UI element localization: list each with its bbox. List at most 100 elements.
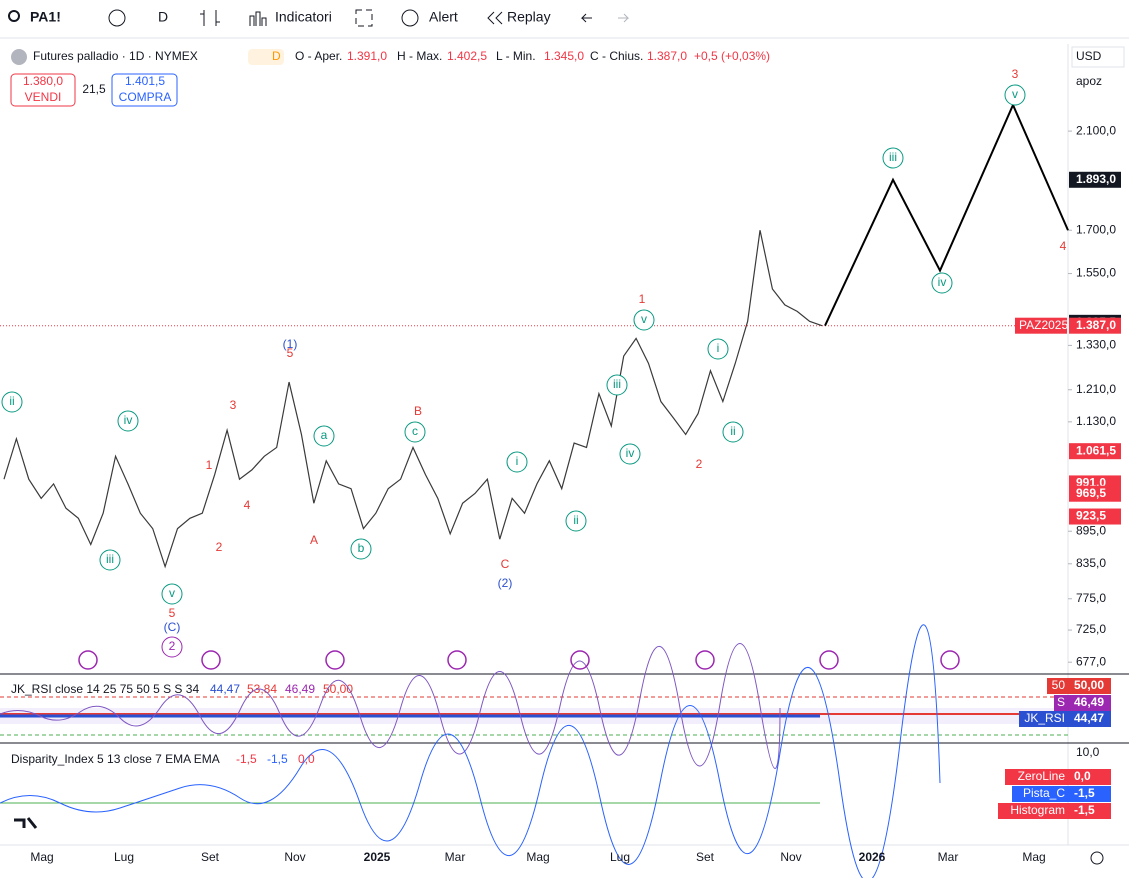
redo[interactable] bbox=[618, 13, 630, 23]
x-tick-label: Set bbox=[201, 850, 220, 864]
replay-marker[interactable] bbox=[570, 650, 590, 670]
ohlc-label: O - Aper. bbox=[295, 49, 342, 63]
indicator-value-bg bbox=[1069, 769, 1111, 785]
wave-circle bbox=[99, 549, 121, 571]
replay-marker[interactable] bbox=[78, 650, 98, 670]
indicator-tag: JK_RSI bbox=[1024, 711, 1065, 725]
y-tick-label: 1.700,0 bbox=[1076, 222, 1116, 236]
price-badge bbox=[1069, 485, 1121, 502]
wave-label: 3 bbox=[230, 398, 237, 412]
buy-price[interactable]: 1.401,5 bbox=[125, 74, 165, 88]
wave-label: A bbox=[310, 533, 318, 547]
indicator-value: -1,5 bbox=[1074, 803, 1095, 817]
disparity-value: -1,5 bbox=[236, 752, 257, 766]
indicator-value-bg bbox=[1069, 786, 1111, 802]
indicator-tag-bg bbox=[1012, 786, 1069, 802]
symbol[interactable]: PA1! bbox=[30, 9, 61, 25]
ohlc-label: L - Min. bbox=[496, 49, 536, 63]
replay[interactable]: Replay bbox=[507, 9, 551, 25]
x-tick-label: Lug bbox=[610, 850, 630, 864]
buy-button[interactable] bbox=[111, 73, 178, 107]
buy-label[interactable]: COMPRA bbox=[119, 90, 172, 104]
wave-circle bbox=[404, 421, 426, 443]
replay-icon[interactable] bbox=[487, 11, 503, 25]
tag-bg bbox=[1015, 317, 1067, 334]
ohlc-value: 1.391,0 bbox=[347, 49, 387, 63]
replay-marker[interactable] bbox=[201, 650, 221, 670]
wave-circle bbox=[161, 636, 183, 658]
indicator-value-bg bbox=[1069, 695, 1111, 711]
wave-label: C bbox=[501, 557, 510, 571]
wave-label: 2 bbox=[216, 540, 223, 554]
replay-marker[interactable] bbox=[325, 650, 345, 670]
sell-button[interactable] bbox=[10, 73, 76, 107]
wave-label: 2 bbox=[169, 639, 176, 653]
indicator-tag: 50 bbox=[1052, 678, 1066, 692]
wave-label: 4 bbox=[244, 498, 251, 512]
wave-label: iv bbox=[938, 275, 947, 289]
x-tick-label: Set bbox=[696, 850, 715, 864]
wave-label: iv bbox=[626, 446, 635, 460]
wave-circle bbox=[1004, 84, 1026, 106]
layout-icon[interactable] bbox=[355, 9, 373, 27]
indicators-icon[interactable] bbox=[249, 11, 267, 26]
wave-circle bbox=[931, 272, 953, 294]
wave-label: ii bbox=[573, 513, 578, 527]
ohlc-label: C - Chius. bbox=[590, 49, 643, 63]
x-tick-label: Mag bbox=[526, 850, 549, 864]
wave-label: ii bbox=[9, 394, 14, 408]
y-tick-label: 775,0 bbox=[1076, 591, 1106, 605]
wave-circle bbox=[882, 147, 904, 169]
projection bbox=[824, 102, 1069, 327]
replay-marker[interactable] bbox=[819, 650, 839, 670]
y-tick-label: 1.330,0 bbox=[1076, 338, 1116, 352]
currency-box[interactable] bbox=[1071, 46, 1125, 68]
indicator-value: 44,47 bbox=[1074, 711, 1104, 725]
replay-marker[interactable] bbox=[940, 650, 960, 670]
add-icon[interactable] bbox=[108, 9, 126, 27]
disparity-value: -1,5 bbox=[267, 752, 288, 766]
price-badge-label: 1.061,5 bbox=[1076, 443, 1116, 457]
y-tick-label: 835,0 bbox=[1076, 556, 1106, 570]
y-tick-label: 2.100,0 bbox=[1076, 123, 1116, 137]
wave-label: v bbox=[1012, 87, 1018, 101]
disparity-axis: 10,0 bbox=[1076, 745, 1100, 759]
wave-label: i bbox=[516, 454, 519, 468]
scale-mode[interactable]: apoz bbox=[1076, 74, 1102, 88]
currency[interactable]: USD bbox=[1076, 49, 1102, 63]
alert-icon[interactable] bbox=[401, 9, 419, 27]
wave-circle bbox=[161, 583, 183, 605]
price-badge-label: 923,5 bbox=[1076, 509, 1106, 523]
indicator-value-bg bbox=[1069, 678, 1111, 694]
indicator-tag-bg bbox=[1054, 695, 1069, 711]
replay-marker[interactable] bbox=[447, 650, 467, 670]
indicator-tag: Histogram bbox=[1010, 803, 1065, 817]
indicators[interactable]: Indicatori bbox=[275, 9, 332, 25]
indicator-tag: ZeroLine bbox=[1018, 769, 1066, 783]
wave-label: 3 bbox=[1012, 67, 1019, 81]
indicator-value: 0,0 bbox=[1074, 769, 1091, 783]
wave-circle bbox=[619, 443, 641, 465]
price-badge-label: 969,5 bbox=[1076, 486, 1106, 500]
price-badge-label: 1.893,0 bbox=[1076, 172, 1116, 186]
sell-price[interactable]: 1.380,0 bbox=[23, 74, 63, 88]
undo[interactable] bbox=[580, 13, 592, 23]
wave-label: (1) bbox=[283, 337, 298, 351]
indicator-tag-bg bbox=[998, 803, 1069, 819]
wave-label: b bbox=[358, 541, 365, 555]
wave-label: B bbox=[414, 404, 422, 418]
search-icon[interactable] bbox=[8, 10, 20, 22]
indicator-value-bg bbox=[1069, 803, 1111, 819]
price-badge-label: 1.387,0 bbox=[1076, 318, 1116, 332]
ohlc-value: 1.345,0 bbox=[544, 49, 584, 63]
sell-label[interactable]: VENDI bbox=[25, 90, 62, 104]
bars-icon[interactable] bbox=[200, 10, 220, 26]
wave-label: v bbox=[169, 586, 175, 600]
wave-label: 1 bbox=[206, 458, 213, 472]
alert[interactable]: Alert bbox=[429, 9, 458, 25]
interval[interactable]: D bbox=[158, 9, 168, 25]
wave-label: (C) bbox=[164, 620, 181, 634]
indicator-tag-bg bbox=[1005, 769, 1069, 785]
settings-icon[interactable] bbox=[1090, 851, 1104, 865]
replay-marker[interactable] bbox=[695, 650, 715, 670]
